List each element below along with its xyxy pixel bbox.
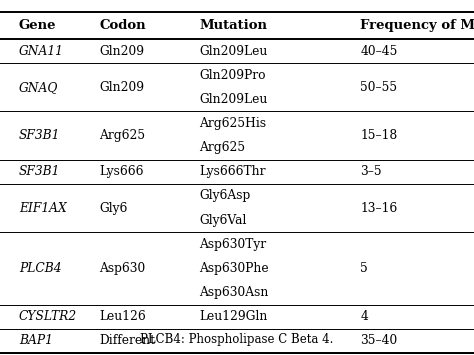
- Text: Lys666: Lys666: [100, 165, 144, 178]
- Text: Different: Different: [100, 334, 155, 347]
- Text: Gln209Pro: Gln209Pro: [199, 69, 265, 82]
- Text: BAP1: BAP1: [19, 334, 53, 347]
- Text: EIF1AX: EIF1AX: [19, 202, 67, 214]
- Text: 4: 4: [360, 310, 368, 323]
- Text: Gly6Val: Gly6Val: [199, 214, 246, 226]
- Text: 13–16: 13–16: [360, 202, 398, 214]
- Text: Gly6: Gly6: [100, 202, 128, 214]
- Text: 15–18: 15–18: [360, 129, 398, 142]
- Text: Gene: Gene: [19, 19, 56, 32]
- Text: Asp630Tyr: Asp630Tyr: [199, 238, 266, 251]
- Text: Frequency of Mutation: Frequency of Mutation: [360, 19, 474, 32]
- Text: 40–45: 40–45: [360, 45, 398, 58]
- Text: 50–55: 50–55: [360, 81, 397, 94]
- Text: 5: 5: [360, 262, 368, 275]
- Text: SF3B1: SF3B1: [19, 165, 60, 178]
- Text: Leu126: Leu126: [100, 310, 146, 323]
- Text: SF3B1: SF3B1: [19, 129, 60, 142]
- Text: Arg625: Arg625: [199, 141, 245, 154]
- Text: Gln209Leu: Gln209Leu: [199, 93, 267, 106]
- Text: GNA11: GNA11: [19, 45, 64, 58]
- Text: Leu129Gln: Leu129Gln: [199, 310, 267, 323]
- Text: PLCB4: PLCB4: [19, 262, 62, 275]
- Text: PLCB4: Phospholipase C Beta 4.: PLCB4: Phospholipase C Beta 4.: [140, 333, 334, 346]
- Text: Arg625: Arg625: [100, 129, 146, 142]
- Text: 35–40: 35–40: [360, 334, 398, 347]
- Text: Asp630Asn: Asp630Asn: [199, 286, 268, 299]
- Text: Gln209: Gln209: [100, 45, 145, 58]
- Text: Arg625His: Arg625His: [199, 117, 266, 130]
- Text: Mutation: Mutation: [199, 19, 267, 32]
- Text: Gln209: Gln209: [100, 81, 145, 94]
- Text: Codon: Codon: [100, 19, 146, 32]
- Text: Lys666Thr: Lys666Thr: [199, 165, 265, 178]
- Text: Asp630Phe: Asp630Phe: [199, 262, 269, 275]
- Text: CYSLTR2: CYSLTR2: [19, 310, 77, 323]
- Text: Gln209Leu: Gln209Leu: [199, 45, 267, 58]
- Text: Gly6Asp: Gly6Asp: [199, 190, 250, 202]
- Text: GNAQ: GNAQ: [19, 81, 58, 94]
- Text: Asp630: Asp630: [100, 262, 146, 275]
- Text: 3–5: 3–5: [360, 165, 382, 178]
